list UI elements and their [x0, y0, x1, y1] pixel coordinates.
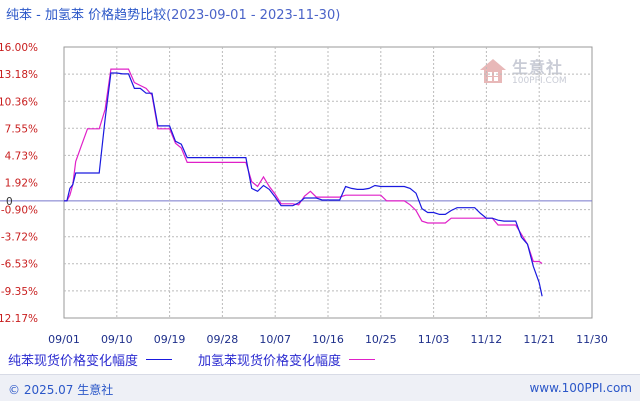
watermark-name: 生意社 [512, 58, 564, 77]
chart-title: 纯苯 - 加氢苯 价格趋势比较(2023-09-01 - 2023-11-30) [6, 4, 340, 23]
y-tick-label: -6.53% [1, 259, 38, 271]
x-tick-label: 09/19 [154, 333, 186, 345]
y-tick-label: 10.36% [0, 96, 38, 108]
x-tick-label: 10/07 [259, 333, 291, 345]
series-line-1 [64, 72, 543, 297]
x-tick-label: 10/16 [312, 333, 344, 345]
y-tick-label: 4.73% [5, 150, 38, 162]
x-tick-label: 11/03 [418, 333, 450, 345]
legend: 纯苯现货价格变化幅度 加氢苯现货价格变化幅度 [8, 350, 401, 369]
zero-label: 0 [6, 196, 13, 208]
x-tick-label: 09/28 [207, 333, 239, 345]
y-tick-label: 7.55% [5, 123, 38, 135]
y-tick-label: -12.17% [0, 313, 38, 325]
y-tick-label: 16.00% [0, 42, 38, 54]
legend-swatch-series2 [349, 359, 376, 360]
y-tick-label: -9.35% [1, 286, 38, 298]
legend-label-series2: 加氢苯现货价格变化幅度 [198, 354, 342, 369]
x-tick-label: 11/21 [523, 333, 555, 345]
y-tick-label: -0.90% [1, 205, 38, 217]
y-tick-label: -3.72% [1, 232, 38, 244]
y-tick-label: 1.92% [5, 177, 38, 189]
title-range: (2023-09-01 - 2023-11-30) [166, 8, 341, 23]
x-tick-label: 11/30 [576, 333, 608, 345]
x-tick-label: 11/12 [471, 333, 503, 345]
footer-link[interactable]: www.100PPI.com [529, 381, 632, 395]
line-chart: 16.00% 13.18% 10.36% 7.55% 4.73% 1.92% -0.90% -… [0, 42, 608, 345]
x-tick-label: 09/01 [48, 333, 80, 345]
legend-label-series1: 纯苯现货价格变化幅度 [8, 354, 139, 369]
y-tick-label: 13.18% [0, 69, 38, 81]
footer-bar: © 2025.07 生意社 www.100PPI.com [0, 374, 640, 401]
series-line-2 [64, 68, 543, 264]
title-main: 纯苯 - 加氢苯 价格趋势比较 [6, 8, 167, 23]
x-tick-label: 10/25 [365, 333, 397, 345]
x-tick-label: 09/10 [101, 333, 133, 345]
footer-copyright: © 2025.07 生意社 [8, 383, 114, 397]
legend-swatch-series1 [146, 359, 173, 360]
